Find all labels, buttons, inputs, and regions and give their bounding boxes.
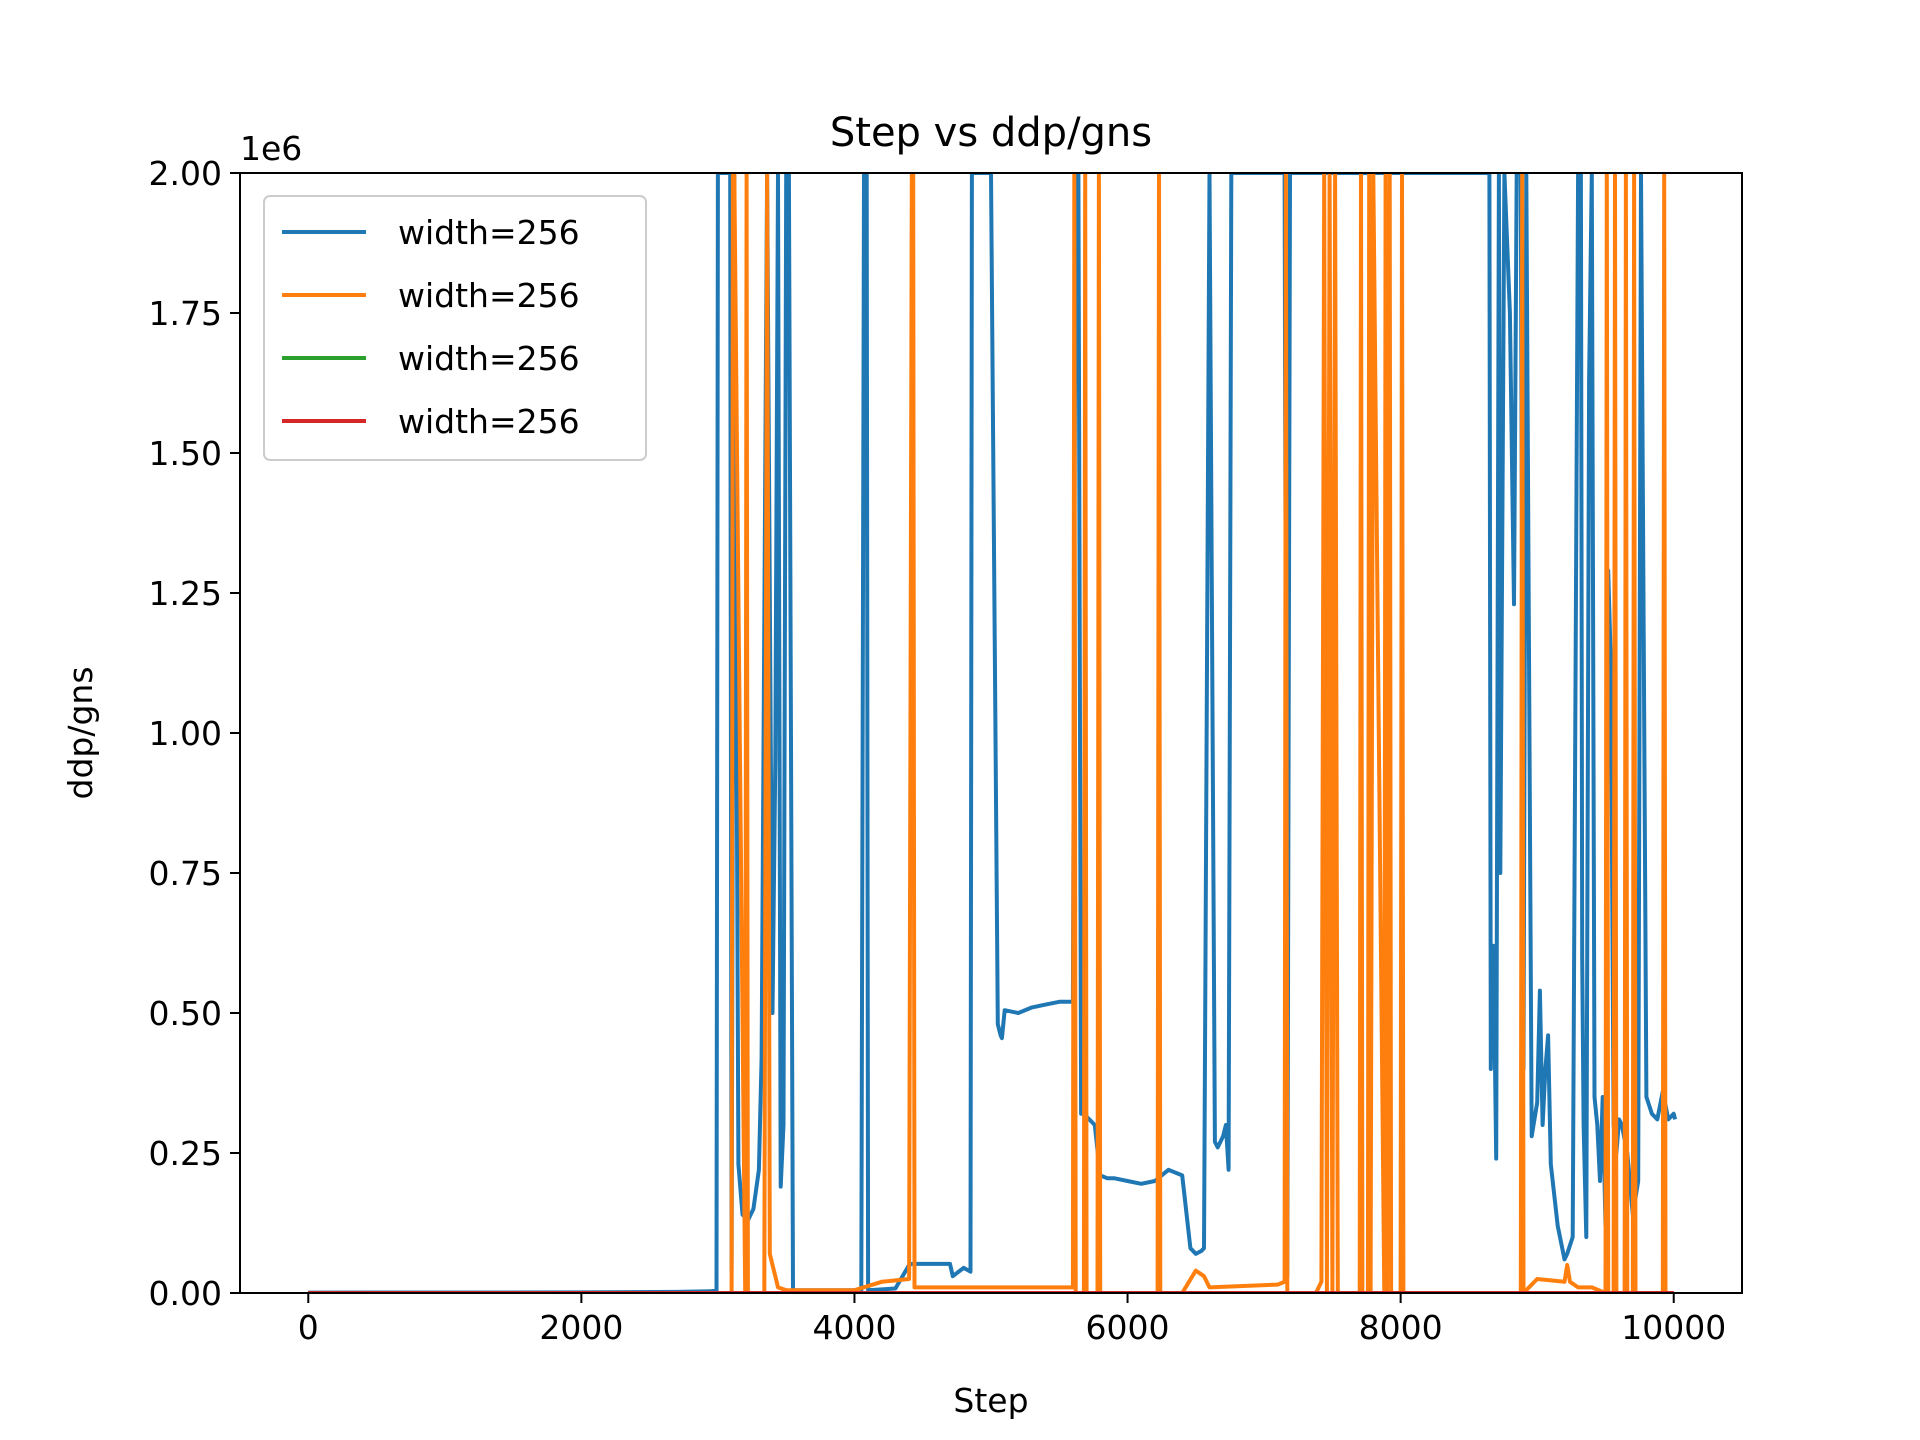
x-tick-label: 2000 [539, 1308, 623, 1347]
y-axis: 0.00 0.25 0.50 0.75 1.00 1.25 1.50 1.75 2.00 [149, 154, 240, 1313]
y-tick-label: 0.25 [149, 1134, 222, 1173]
y-tick-label: 1.50 [149, 434, 222, 473]
x-tick-label: 4000 [812, 1308, 896, 1347]
x-tick-label: 10000 [1621, 1308, 1726, 1347]
y-tick-label: 1.00 [149, 714, 222, 753]
x-axis: 0 2000 4000 6000 8000 10000 [298, 1293, 1726, 1347]
legend: width=256 width=256 width=256 width=256 [263, 195, 647, 461]
y-tick-label: 1.25 [149, 574, 222, 613]
series-line-1 [308, 173, 1678, 1293]
legend-label: width=256 [398, 339, 580, 378]
x-axis-label: Step [953, 1381, 1028, 1420]
series-line-2 [308, 173, 1674, 1293]
y-tick-label: 0.75 [149, 854, 222, 893]
legend-box [263, 195, 647, 461]
x-tick-label: 0 [298, 1308, 319, 1347]
y-axis-label: ddp/gns [61, 666, 100, 799]
y-tick-label: 0.00 [149, 1274, 222, 1313]
legend-label: width=256 [398, 213, 580, 252]
x-tick-label: 6000 [1086, 1308, 1170, 1347]
y-tick-label: 1.75 [149, 294, 222, 333]
x-tick-label: 8000 [1359, 1308, 1443, 1347]
legend-label: width=256 [398, 402, 580, 441]
series-layer [308, 173, 1678, 1293]
y-axis-multiplier: 1e6 [240, 129, 302, 168]
y-tick-label: 2.00 [149, 154, 222, 193]
y-tick-label: 0.50 [149, 994, 222, 1033]
chart-title: Step vs ddp/gns [830, 110, 1152, 156]
legend-label: width=256 [398, 276, 580, 315]
